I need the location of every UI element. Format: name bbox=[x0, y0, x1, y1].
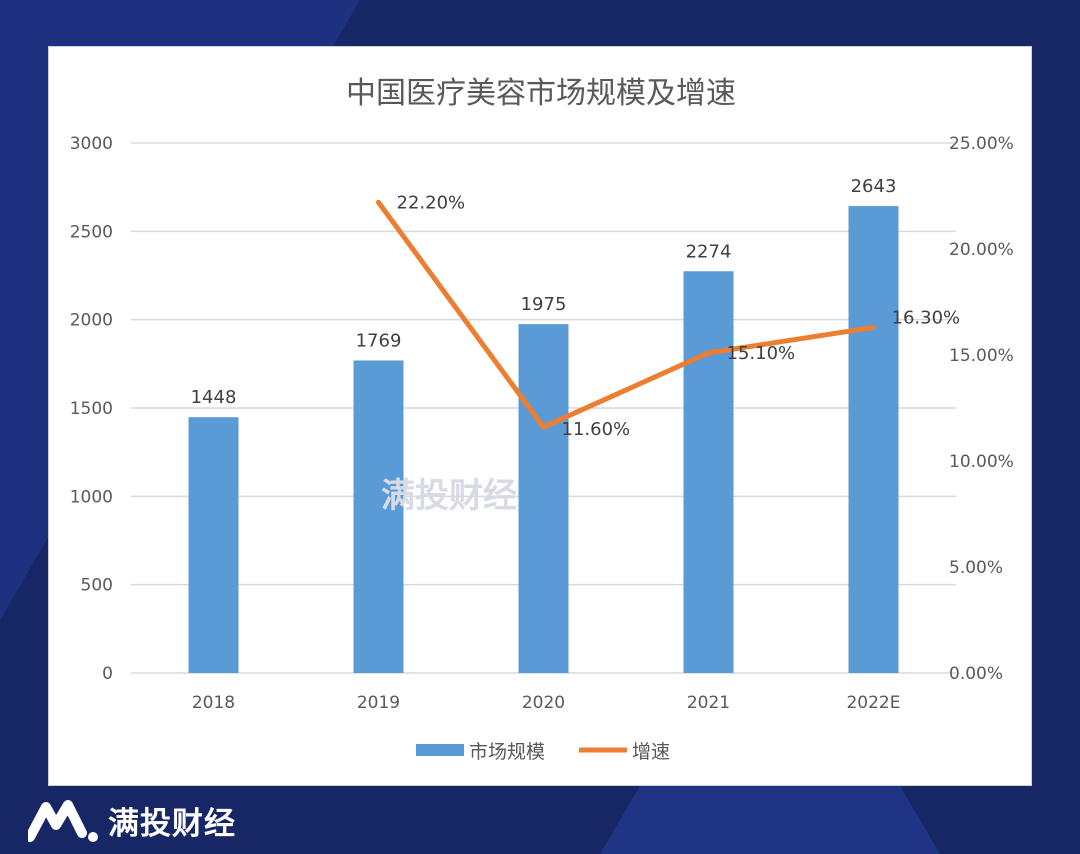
y-left-tick-label: 3000 bbox=[70, 134, 113, 154]
x-tick-label: 2019 bbox=[357, 693, 400, 713]
bar-data-label: 2274 bbox=[686, 241, 732, 262]
y-right-tick-label: 20.00% bbox=[949, 240, 1014, 260]
bar-data-label: 1769 bbox=[356, 330, 402, 351]
x-tick-label: 2022E bbox=[846, 693, 900, 713]
bar bbox=[353, 360, 404, 673]
chart-title: 中国医疗美容市场规模及增速 bbox=[346, 76, 736, 111]
growth-point bbox=[706, 350, 711, 356]
y-left-tick-label: 2500 bbox=[70, 222, 113, 242]
bar-data-label: 1975 bbox=[521, 294, 567, 315]
legend-bar-swatch bbox=[416, 744, 464, 756]
growth-point bbox=[376, 199, 381, 205]
bar-data-label: 2643 bbox=[851, 176, 897, 197]
line-data-label: 22.20% bbox=[397, 192, 466, 213]
legend-bar-label: 市场规模 bbox=[469, 741, 545, 763]
chart-panel: 中国医疗美容市场规模及增速 0 500 1000 1500 2000 2500 3000 0.0… bbox=[48, 46, 1032, 786]
line-data-label: 15.10% bbox=[727, 343, 796, 364]
y-left-tick-label: 1000 bbox=[70, 487, 113, 507]
y-right-tick-label: 0.00% bbox=[949, 664, 1003, 684]
x-tick-label: 2018 bbox=[192, 693, 235, 713]
brand-logo: 满投财经 bbox=[28, 798, 236, 843]
y-left-tick-label: 500 bbox=[81, 576, 113, 596]
y-right-tick-label: 15.00% bbox=[949, 346, 1014, 366]
chart: 中国医疗美容市场规模及增速 0 500 1000 1500 2000 2500 3000 0.0… bbox=[70, 76, 1014, 763]
bg-stripe bbox=[600, 786, 940, 854]
growth-line bbox=[376, 200, 874, 430]
bar bbox=[683, 271, 734, 673]
legend-line-label: 增速 bbox=[632, 741, 670, 763]
y-right-tick-label: 10.00% bbox=[949, 452, 1014, 472]
y-right-tick-label: 25.00% bbox=[949, 134, 1014, 154]
x-tick-label: 2020 bbox=[522, 693, 565, 713]
bar bbox=[848, 206, 899, 673]
brand-logo-icon bbox=[28, 799, 98, 842]
line-data-label: 11.60% bbox=[562, 419, 631, 440]
watermark: 满投财经 bbox=[381, 476, 517, 516]
bar-data-label: 1448 bbox=[191, 387, 237, 408]
growth-point bbox=[541, 424, 546, 430]
y-left-tick-label: 0 bbox=[102, 664, 113, 684]
y-right-tick-label: 5.00% bbox=[949, 558, 1003, 578]
x-tick-label: 2021 bbox=[687, 693, 730, 713]
bar bbox=[188, 417, 239, 673]
growth-point bbox=[871, 324, 876, 330]
y-left-tick-label: 2000 bbox=[70, 311, 113, 331]
bar bbox=[518, 324, 569, 673]
line-data-label: 16.30% bbox=[892, 307, 961, 328]
y-left-tick-label: 1500 bbox=[70, 399, 113, 419]
brand-name: 满投财经 bbox=[108, 806, 236, 842]
